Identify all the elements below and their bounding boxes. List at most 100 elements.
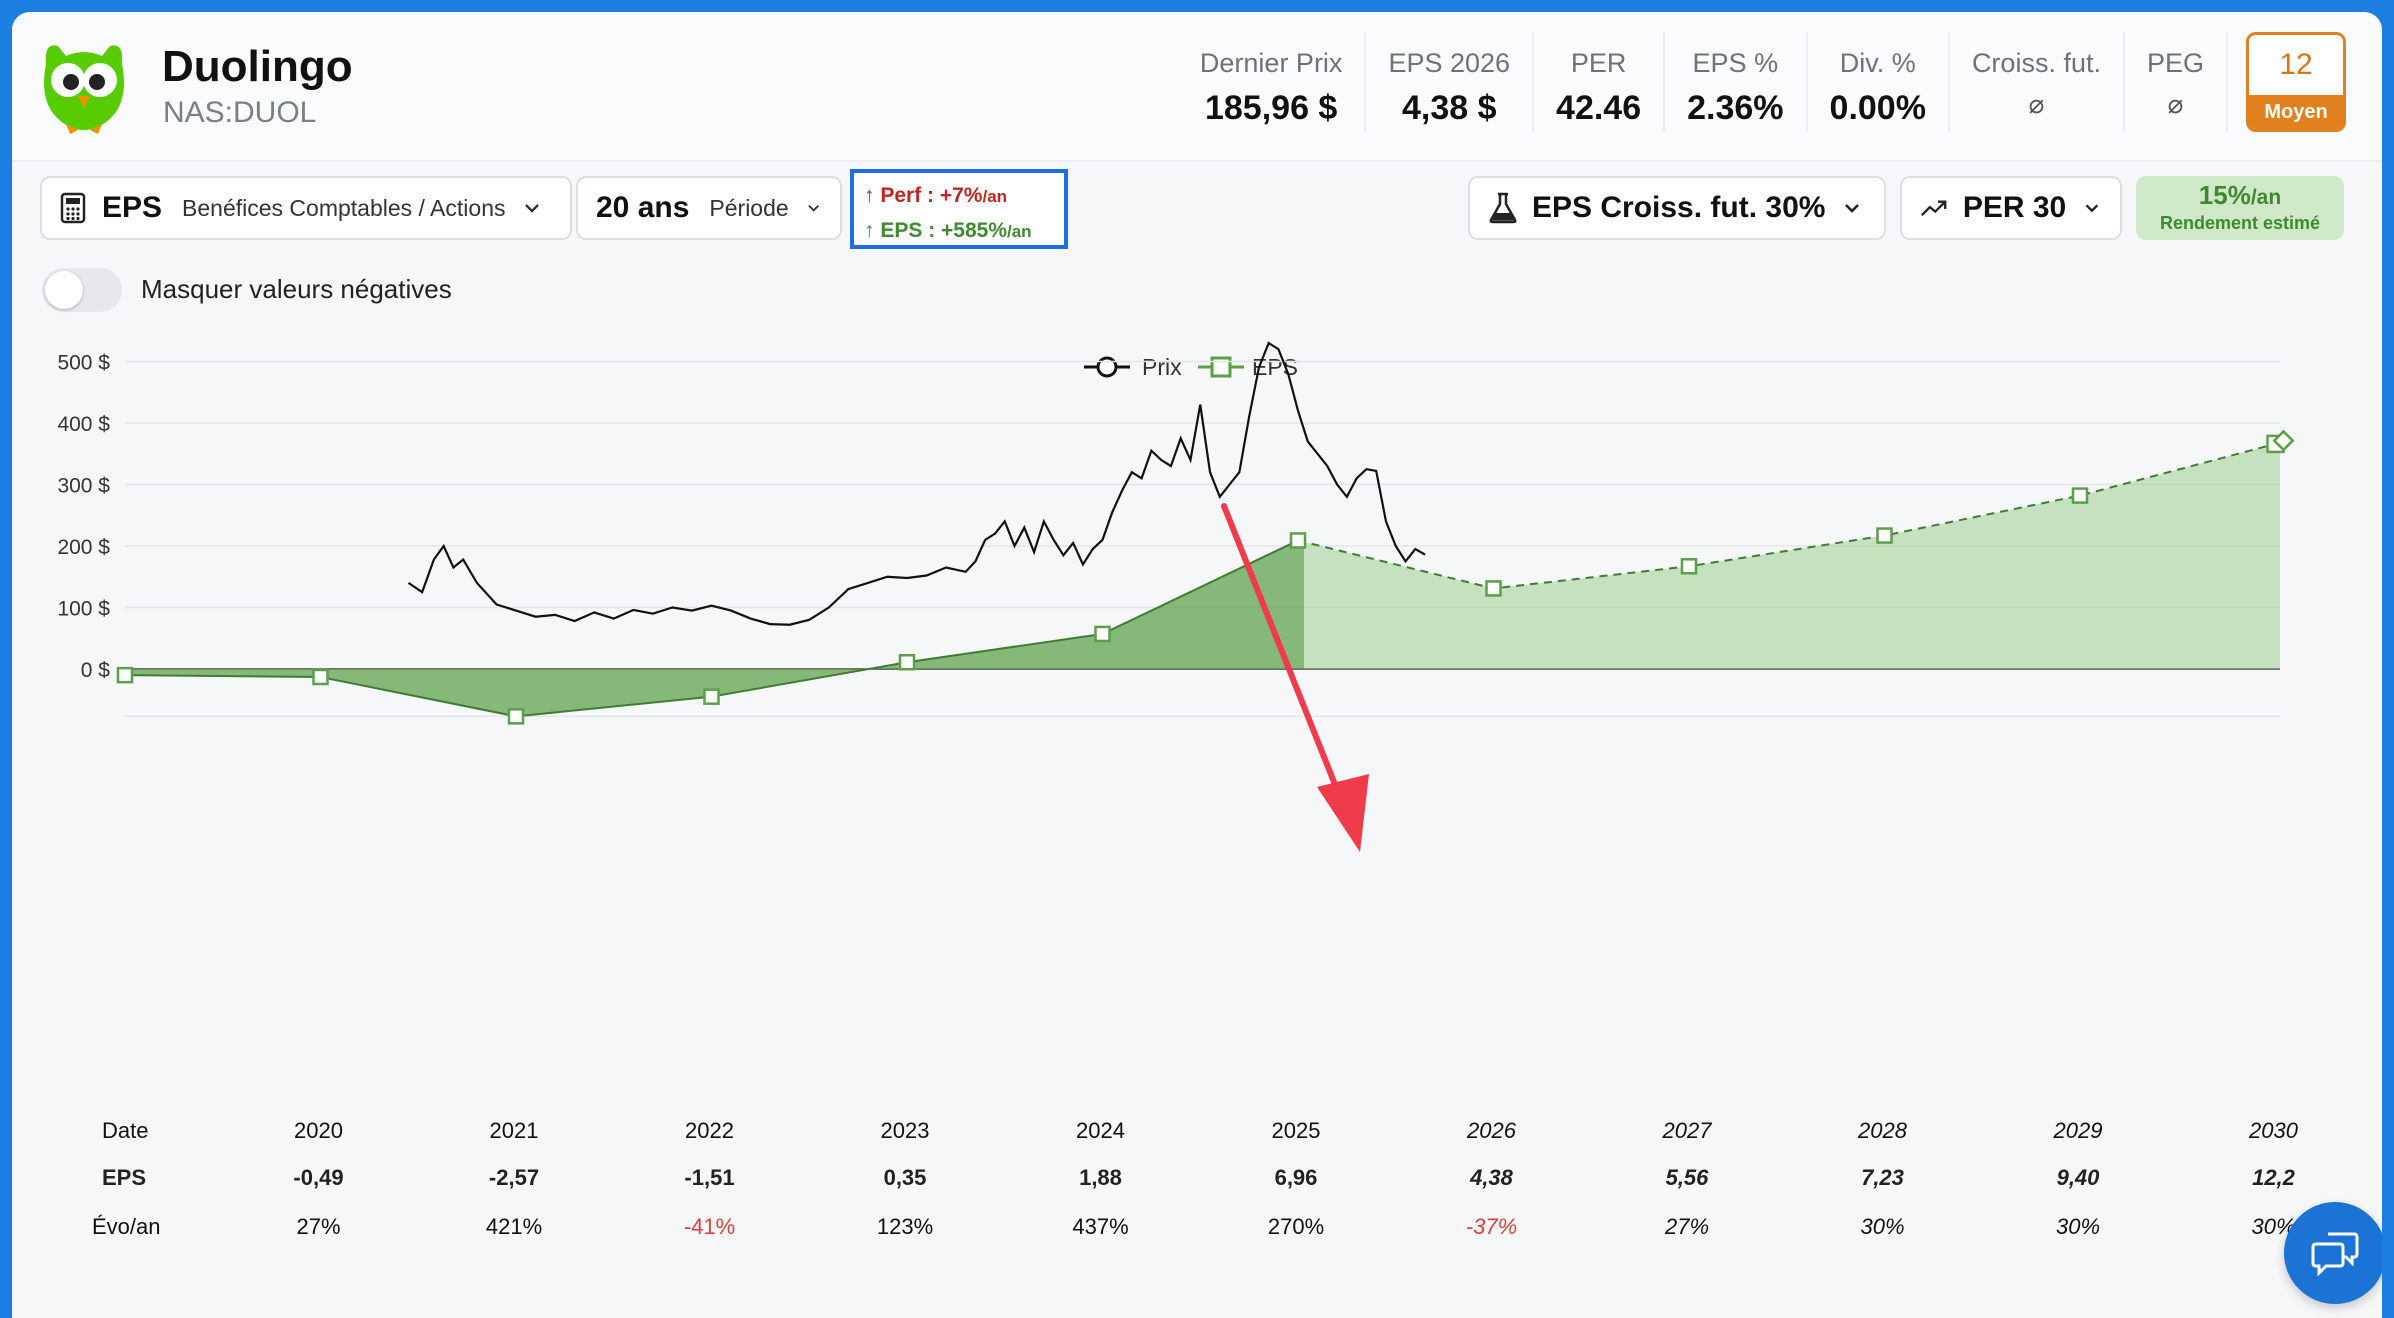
stat-label: Dernier Prix (1199, 48, 1343, 78)
perf-price-value: Perf : +7% (880, 184, 983, 207)
score-value: 12 (2249, 35, 2343, 95)
row-header-date: Date (102, 1118, 149, 1143)
eps-point[interactable] (1680, 558, 1698, 575)
per-select[interactable]: PER 30 (1900, 176, 2122, 240)
table-cell-year: 2029 (2053, 1118, 2103, 1143)
eps-point[interactable] (1289, 532, 1307, 549)
table-cell-eps: 5,56 (1665, 1165, 1709, 1190)
table-cell-year: 2030 (2249, 1118, 2298, 1143)
eps-point[interactable] (2071, 487, 2089, 504)
legend-price-label: Prix (1142, 354, 1182, 380)
chart-legend[interactable]: Prix EPS (1084, 354, 1298, 380)
performance-summary: ↑ Perf : +7%/an ↑ EPS : +585%/an (850, 169, 1068, 249)
stat-label: PEG (2146, 48, 2204, 78)
estimated-return-line: 15%/an (2136, 180, 2344, 211)
chart-area: Prix EPS 600 $500 $400 $300 $200 $100 $0… (12, 290, 2382, 1132)
period-select[interactable]: 20 ans Période (576, 176, 842, 240)
stat-value: 42.46 (1556, 89, 1642, 127)
stat-label: Div. % (1839, 48, 1916, 78)
company-name: Duolingo (162, 42, 353, 91)
estimated-return-value: 15% (2198, 180, 2251, 210)
table-cell-year: 2027 (1662, 1118, 1712, 1143)
eps-point[interactable] (312, 668, 329, 686)
table-cell-eps: 1,88 (1079, 1165, 1122, 1190)
eps-projection-area (1298, 440, 2280, 669)
score-badge[interactable]: 12 Moyen (2246, 32, 2346, 132)
table-cell-year: 2025 (1271, 1118, 1321, 1143)
table-cell-eps: 4,38 (1470, 1165, 1513, 1190)
table-cell-year: 2026 (1467, 1118, 1516, 1143)
ticker: NAS:DUOL (163, 96, 317, 129)
owl-logo-icon (36, 34, 132, 134)
table-cell-evo: 30% (2055, 1214, 2101, 1239)
y-tick-label: 0 $ (81, 659, 111, 682)
stats-bar: Dernier Prix 185,96 $ EPS 2026 4,38 $ PE… (1178, 32, 2346, 136)
stat-value: 2.36% (1687, 89, 1784, 127)
y-tick-label: 100 $ (57, 598, 110, 621)
table-cell-year: 2021 (489, 1118, 539, 1143)
table-cell-evo: 123% (876, 1214, 934, 1239)
per-select-value: PER 30 (1962, 191, 2067, 224)
table-cell-year: 2020 (294, 1118, 343, 1143)
trending-up-icon (1920, 200, 1947, 217)
table-cell-eps: 0,35 (883, 1165, 927, 1190)
table-cell-eps: 6,96 (1274, 1165, 1318, 1190)
table-cell-evo: 27% (296, 1214, 341, 1239)
eps-point[interactable] (507, 708, 525, 725)
annotation-arrow-shaft (1221, 503, 1345, 805)
chat-bubbles-icon (2311, 1232, 2359, 1276)
row-header-evo: Évo/an (92, 1214, 161, 1239)
eps-point[interactable] (116, 666, 134, 684)
stat-value: ⌀ (2028, 89, 2045, 119)
eps-point[interactable] (898, 653, 916, 671)
stat-per: PER 42.46 (1534, 32, 1666, 132)
y-tick-label: 500 $ (57, 352, 110, 375)
table-cell-eps: -2,57 (488, 1165, 540, 1190)
target-price-point[interactable] (2272, 429, 2295, 452)
table-cell-evo: 27% (1664, 1214, 1710, 1239)
table-cell-evo: -41% (683, 1214, 736, 1239)
table-cell-evo: 437% (1072, 1214, 1129, 1239)
table-cell-year: 2022 (685, 1118, 734, 1143)
estimated-return-label: Rendement estimé (2159, 213, 2321, 233)
estimated-return-suffix: /an (2250, 186, 2282, 209)
stat-label: EPS % (1692, 48, 1779, 78)
table-cell-evo: 30% (1860, 1214, 1905, 1239)
y-tick-label: 300 $ (57, 475, 110, 498)
metric-select[interactable]: EPS Benéfices Comptables / Actions (40, 176, 572, 240)
growth-select[interactable]: EPS Croiss. fut. 30% (1468, 176, 1886, 240)
perf-eps-value: EPS : +585% (880, 219, 1007, 242)
annotation-arrow-head (1317, 774, 1369, 852)
eps-point[interactable] (1485, 580, 1502, 597)
eps-point[interactable] (703, 688, 720, 705)
table-cell-evo: 421% (485, 1214, 543, 1239)
stat-value: 4,38 $ (1401, 89, 1497, 127)
stat-peg: PEG ⌀ (2125, 32, 2228, 132)
header: Duolingo NAS:DUOL Dernier Prix 185,96 $ … (12, 12, 2382, 162)
stat-label: Croiss. fut. (1971, 48, 2101, 78)
score-label: Moyen (2249, 95, 2343, 129)
chat-support-button[interactable] (2284, 1202, 2382, 1304)
eps-point[interactable] (1094, 625, 1111, 643)
table-cell-year: 2023 (880, 1118, 930, 1143)
table-cell-year: 2028 (1858, 1118, 1907, 1143)
stat-label: PER (1570, 48, 1627, 78)
table-row-eps: EPS -0,49 -2,57 -1,51 0,35 1,88 6,96 4,38 5,56 7… (12, 1165, 2382, 1205)
eps-history-area (125, 540, 1304, 717)
growth-select-value: EPS Croiss. fut. 30% (1532, 191, 1826, 224)
table-cell-evo: -37% (1465, 1214, 1518, 1239)
eps-price-chart: Prix EPS 600 $500 $400 $300 $200 $100 $0… (57, 290, 2295, 852)
table-cell-evo: 270% (1267, 1214, 1325, 1239)
arrow-up-icon: ↑ (864, 184, 881, 207)
table-cell-eps: 9,40 (2056, 1165, 2100, 1190)
table-row-date: Date 2020 2021 2022 2023 2024 2025 2026 2027 202… (12, 1118, 2382, 1158)
table-cell-eps: 7,23 (1861, 1165, 1904, 1190)
hide-negative-toggle[interactable] (42, 268, 122, 312)
perf-price-line: ↑ Perf : +7%/an (864, 179, 1054, 214)
app-window: Duolingo NAS:DUOL Dernier Prix 185,96 $ … (12, 12, 2382, 1318)
row-header-eps: EPS (102, 1165, 147, 1190)
chevron-down-icon (2085, 204, 2099, 213)
eps-point[interactable] (1876, 527, 1893, 544)
stat-value: ⌀ (2167, 89, 2184, 119)
arrow-up-icon: ↑ (864, 219, 881, 242)
